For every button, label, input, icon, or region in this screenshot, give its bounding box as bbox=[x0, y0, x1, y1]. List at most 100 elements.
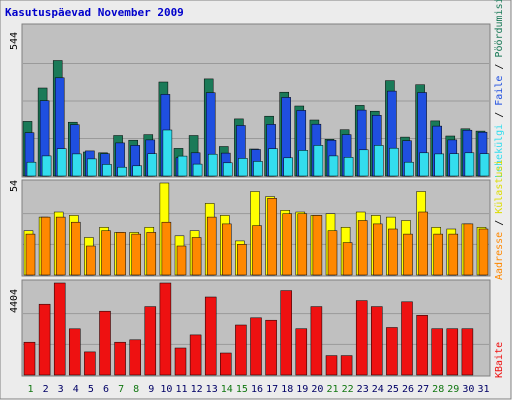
bar-kbaite-day-23 bbox=[355, 300, 368, 376]
chart-title: Kasutuspäevad November 2009 bbox=[5, 6, 184, 19]
x-tick-label: 6 bbox=[103, 384, 109, 395]
legend-item-files: Faile bbox=[494, 76, 505, 106]
bar-kbaite-day-11 bbox=[174, 347, 187, 376]
x-tick-label: 12 bbox=[191, 384, 203, 395]
bar-kbaite-day-20 bbox=[310, 306, 323, 376]
legend-item-sites: Külastusi bbox=[494, 160, 505, 214]
bar-lehekülgi-day-27 bbox=[419, 152, 429, 177]
bar-kbaite-day-19 bbox=[295, 328, 308, 376]
x-tick-label: 30 bbox=[462, 384, 474, 395]
bar-lehekülgi-day-17 bbox=[268, 148, 278, 177]
legend-item-kbytes: KBaite bbox=[494, 342, 505, 378]
bar-lehekülgi-day-13 bbox=[207, 153, 218, 177]
bar-lehekülgi-day-26 bbox=[404, 161, 414, 177]
bar-aadresse-day-18 bbox=[282, 213, 292, 276]
bar-aadresse-day-31 bbox=[478, 228, 489, 276]
bar-lehekülgi-day-20 bbox=[313, 145, 324, 177]
x-tick-label: 21 bbox=[326, 384, 338, 395]
bar-aadresse-day-21 bbox=[327, 230, 338, 276]
bar-aadresse-day-23 bbox=[357, 220, 368, 276]
bar-aadresse-day-5 bbox=[86, 245, 96, 276]
bar-lehekülgi-day-24 bbox=[374, 145, 384, 177]
bar-aadresse-day-12 bbox=[191, 237, 202, 276]
x-tick-label: 17 bbox=[266, 384, 278, 395]
legend-middle: Aadresse / Külastusi bbox=[494, 160, 505, 280]
bar-lehekülgi-day-30 bbox=[464, 152, 475, 177]
bar-lehekülgi-day-4 bbox=[72, 153, 82, 177]
bar-kbaite-day-5 bbox=[84, 351, 96, 376]
bar-aadresse-day-24 bbox=[373, 223, 383, 276]
bar-kbaite-day-9 bbox=[144, 306, 157, 376]
x-tick-label: 29 bbox=[447, 384, 459, 395]
x-tick-label: 31 bbox=[477, 384, 489, 395]
bar-aadresse-day-13 bbox=[206, 216, 217, 276]
bar-aadresse-day-22 bbox=[342, 242, 353, 276]
bar-kbaite-day-10 bbox=[159, 282, 172, 376]
bar-aadresse-day-14 bbox=[222, 223, 232, 276]
bar-aadresse-day-20 bbox=[312, 215, 323, 276]
bar-lehekülgi-day-5 bbox=[87, 158, 97, 177]
bar-aadresse-day-7 bbox=[116, 232, 126, 276]
bar-lehekülgi-day-19 bbox=[298, 150, 309, 177]
y-max-label-top: 544 bbox=[9, 32, 20, 50]
x-tick-label: 27 bbox=[417, 384, 429, 395]
bar-lehekülgi-day-21 bbox=[328, 155, 339, 177]
bar-kbaite-day-17 bbox=[265, 319, 277, 376]
chart-marks bbox=[22, 60, 490, 376]
bar-kbaite-day-18 bbox=[280, 290, 292, 376]
bar-aadresse-day-4 bbox=[71, 221, 81, 276]
bar-lehekülgi-day-11 bbox=[177, 155, 188, 177]
legend-item-visits: Aadresse bbox=[494, 232, 505, 280]
bar-aadresse-day-9 bbox=[146, 232, 157, 276]
bar-kbaite-day-3 bbox=[53, 282, 66, 376]
x-tick-label: 25 bbox=[387, 384, 399, 395]
bar-aadresse-day-3 bbox=[55, 216, 66, 276]
bar-kbaite-day-24 bbox=[371, 306, 383, 376]
legend-bottom: KBaite bbox=[494, 342, 505, 378]
x-tick-label: 14 bbox=[221, 384, 233, 395]
bar-lehekülgi-day-23 bbox=[358, 149, 369, 177]
bar-kbaite-day-22 bbox=[340, 355, 353, 376]
bar-lehekülgi-day-6 bbox=[102, 164, 112, 177]
x-tick-label: 15 bbox=[236, 384, 248, 395]
bar-kbaite-day-25 bbox=[386, 327, 398, 376]
bar-aadresse-day-2 bbox=[40, 216, 51, 276]
legend-item-pages: Pöördumisi bbox=[494, 0, 505, 58]
x-tick-label: 28 bbox=[432, 384, 444, 395]
x-tick-label: 24 bbox=[372, 384, 384, 395]
bar-lehekülgi-day-15 bbox=[238, 158, 248, 177]
bar-aadresse-day-25 bbox=[388, 228, 398, 276]
bar-aadresse-day-11 bbox=[176, 245, 187, 276]
bar-aadresse-day-29 bbox=[448, 233, 459, 276]
bar-kbaite-day-28 bbox=[431, 328, 443, 376]
bar-lehekülgi-day-1 bbox=[26, 161, 37, 177]
x-axis-labels: 1 2 3 4 5 6 7 8 9 10 11 12 13 14 15 16 17 18 19 20 21 22 23 24 2… bbox=[27, 384, 489, 395]
bar-kbaite-day-30 bbox=[461, 328, 474, 376]
x-tick-label: 10 bbox=[160, 384, 172, 395]
x-tick-label: 11 bbox=[175, 384, 187, 395]
x-tick-label: 20 bbox=[311, 384, 323, 395]
bar-kbaite-day-16 bbox=[250, 317, 262, 376]
bar-aadresse-day-17 bbox=[267, 198, 277, 276]
bar-lehekülgi-day-16 bbox=[253, 161, 263, 177]
y-max-label-middle: 54 bbox=[9, 180, 20, 192]
bar-lehekülgi-day-25 bbox=[389, 147, 399, 177]
bar-kbaite-day-2 bbox=[38, 303, 51, 376]
bar-kbaite-day-15 bbox=[235, 324, 247, 376]
x-tick-label: 4 bbox=[73, 384, 79, 395]
bar-kbaite-day-6 bbox=[99, 310, 111, 376]
bar-lehekülgi-day-7 bbox=[117, 166, 127, 177]
bar-lehekülgi-day-29 bbox=[449, 153, 460, 177]
x-tick-label: 22 bbox=[342, 384, 354, 395]
x-tick-label: 9 bbox=[148, 384, 154, 395]
bar-aadresse-day-28 bbox=[433, 233, 443, 276]
bar-kbaite-day-13 bbox=[204, 296, 217, 376]
x-tick-label: 13 bbox=[206, 384, 218, 395]
bar-kbaite-day-26 bbox=[401, 301, 413, 376]
x-tick-label: 3 bbox=[58, 384, 64, 395]
bar-aadresse-day-30 bbox=[463, 223, 474, 276]
bar-aadresse-day-26 bbox=[403, 233, 413, 276]
x-tick-label: 8 bbox=[133, 384, 139, 395]
y-max-label-bottom: 4404 bbox=[9, 289, 20, 313]
